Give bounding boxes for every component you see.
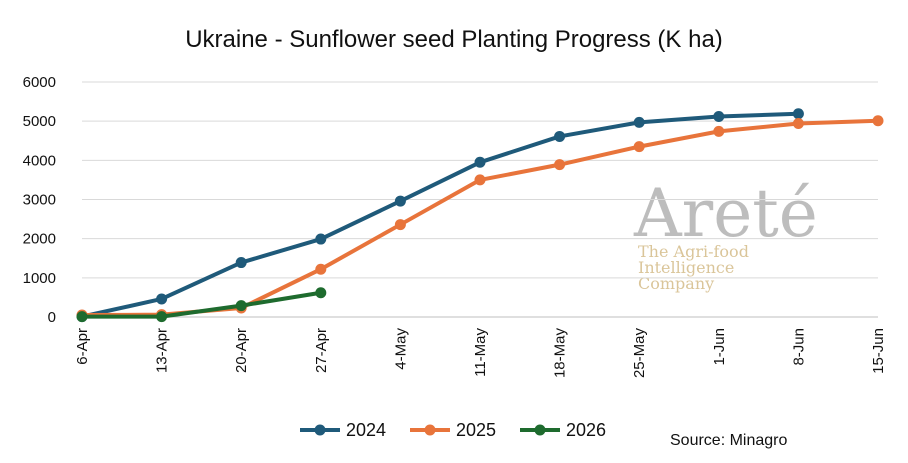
legend: 2024 2025 2026 — [300, 420, 606, 440]
data-point — [394, 219, 406, 231]
x-tick-label: 4-May — [392, 328, 409, 370]
y-tick-label: 5000 — [23, 113, 56, 130]
watermark-tagline-2: Intelligence — [638, 258, 734, 277]
data-point — [394, 195, 406, 207]
x-tick-label: 27-Apr — [313, 328, 330, 373]
x-tick-label: 11-May — [472, 328, 489, 377]
legend-marker-2025 — [424, 424, 436, 436]
source-note: Source: Minagro — [670, 432, 787, 449]
watermark-logo: Areté The Agri-food Intelligence Company — [633, 175, 818, 293]
x-tick-label: 18-May — [552, 328, 569, 379]
watermark-brand: Areté — [633, 175, 818, 252]
data-point — [156, 293, 168, 305]
data-point — [315, 233, 327, 245]
x-axis: 6-Apr 13-Apr 20-Apr 27-Apr 4-May 11-May 18-May… — [74, 328, 887, 379]
x-tick-label: 1-Jun — [711, 328, 728, 366]
x-tick-label: 20-Apr — [233, 328, 250, 373]
data-point — [315, 263, 327, 275]
chart-title: Ukraine - Sunflower seed Planting Progre… — [185, 26, 723, 53]
watermark-tagline-1: The Agri-food — [638, 242, 749, 261]
series-line-2024 — [80, 111, 801, 319]
legend-label-2025: 2025 — [456, 420, 496, 440]
series-group — [76, 108, 884, 323]
data-point — [554, 159, 566, 171]
legend-marker-2024 — [314, 424, 326, 436]
series-2026 — [76, 287, 327, 323]
y-axis: 0 1000 2000 3000 4000 5000 6000 — [23, 74, 56, 326]
data-point — [633, 141, 645, 153]
data-point — [713, 125, 725, 137]
watermark-tagline-3: Company — [638, 274, 714, 293]
data-point — [792, 108, 804, 120]
data-point — [156, 311, 168, 323]
data-point — [76, 311, 88, 323]
legend-label-2026: 2026 — [566, 420, 606, 440]
data-point — [315, 287, 327, 299]
data-point — [235, 300, 247, 312]
data-point — [792, 118, 804, 130]
data-point — [713, 110, 725, 122]
data-point — [474, 156, 486, 168]
y-tick-label: 3000 — [23, 192, 56, 209]
gridlines — [82, 81, 878, 318]
y-tick-label: 2000 — [23, 231, 56, 248]
series-line-2026 — [80, 290, 323, 319]
data-point — [235, 257, 247, 269]
y-tick-label: 0 — [48, 309, 56, 326]
y-tick-label: 6000 — [23, 74, 56, 91]
data-point — [872, 115, 884, 127]
x-tick-label: 6-Apr — [74, 328, 91, 365]
x-tick-label: 25-May — [631, 328, 648, 379]
data-point — [554, 130, 566, 142]
y-tick-label: 1000 — [23, 270, 56, 287]
y-tick-label: 4000 — [23, 152, 56, 169]
data-point — [633, 116, 645, 128]
data-point — [474, 174, 486, 186]
x-tick-label: 15-Jun — [870, 328, 887, 374]
legend-marker-2026 — [534, 424, 546, 436]
x-tick-label: 13-Apr — [154, 328, 171, 373]
legend-label-2024: 2024 — [346, 420, 386, 440]
x-tick-label: 8-Jun — [790, 328, 807, 366]
